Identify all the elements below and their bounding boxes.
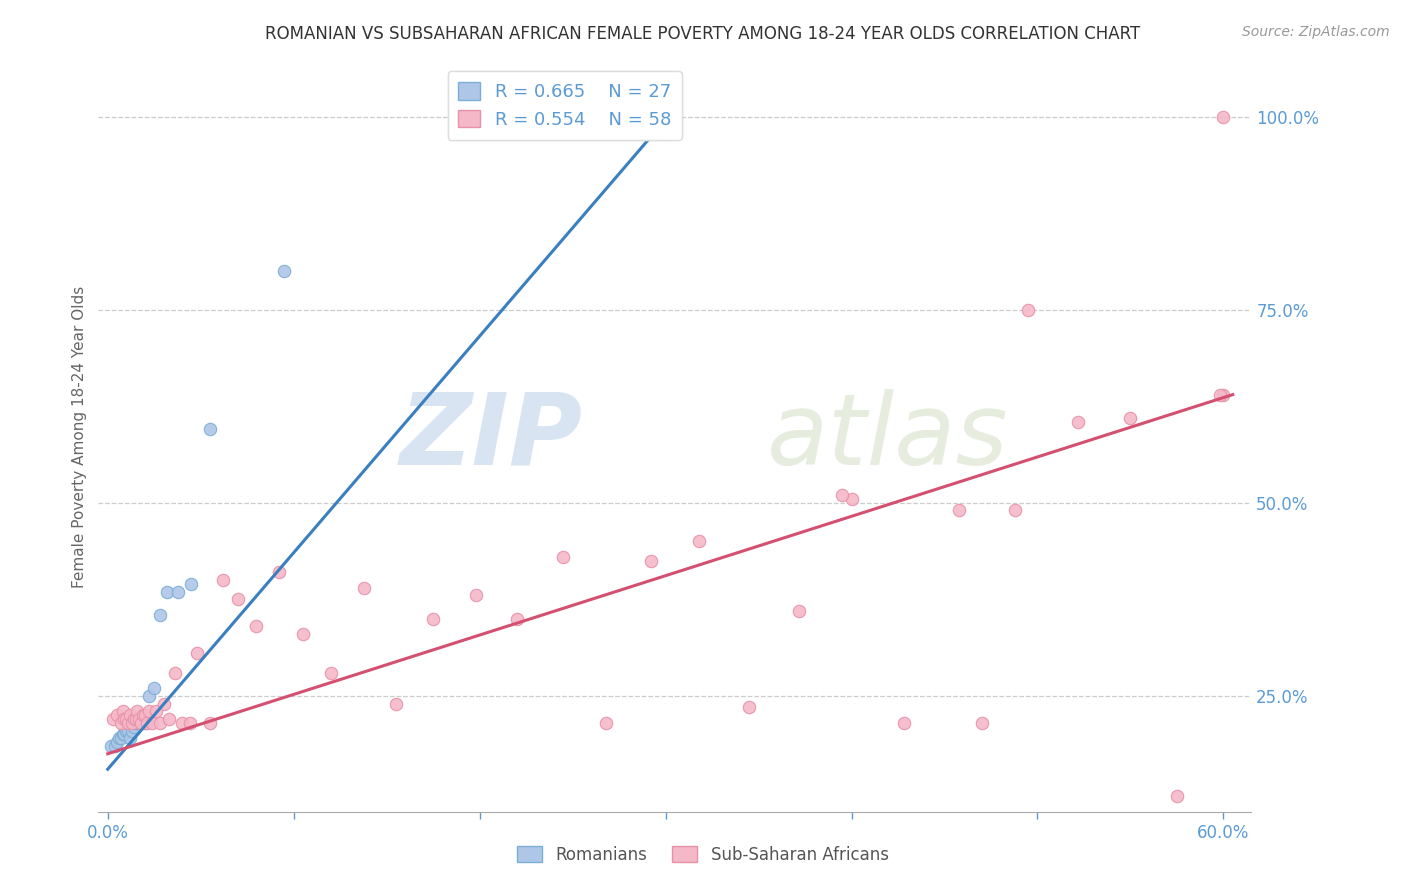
Point xyxy=(129,715,152,730)
Point xyxy=(134,708,156,723)
Point xyxy=(738,700,761,714)
Point xyxy=(422,612,444,626)
Y-axis label: Female Poverty Among 18-24 Year Olds: Female Poverty Among 18-24 Year Olds xyxy=(72,286,87,588)
Point xyxy=(831,488,853,502)
Point xyxy=(141,715,163,730)
Point xyxy=(115,712,138,726)
Point xyxy=(212,573,235,587)
Point xyxy=(1017,302,1039,317)
Point xyxy=(127,715,149,730)
Point xyxy=(688,534,710,549)
Point xyxy=(464,589,486,603)
Point xyxy=(122,720,145,734)
Point xyxy=(353,581,375,595)
Legend: Romanians, Sub-Saharan Africans: Romanians, Sub-Saharan Africans xyxy=(510,839,896,871)
Point xyxy=(319,665,342,680)
Point xyxy=(970,715,993,730)
Point xyxy=(135,715,157,730)
Point xyxy=(267,566,290,580)
Point xyxy=(226,592,249,607)
Point xyxy=(121,723,143,738)
Point xyxy=(595,715,617,730)
Point xyxy=(118,708,141,723)
Point xyxy=(100,739,122,753)
Point xyxy=(124,715,146,730)
Point xyxy=(114,712,136,726)
Point xyxy=(179,715,201,730)
Point xyxy=(841,491,863,506)
Point xyxy=(132,708,155,723)
Point xyxy=(134,715,156,730)
Point xyxy=(1166,789,1188,804)
Point xyxy=(121,715,143,730)
Point xyxy=(172,715,194,730)
Point xyxy=(138,704,160,718)
Point xyxy=(1119,410,1142,425)
Point xyxy=(127,704,149,718)
Point xyxy=(163,665,186,680)
Point xyxy=(110,715,132,730)
Point xyxy=(506,612,529,626)
Point xyxy=(1004,503,1026,517)
Point xyxy=(640,554,662,568)
Point xyxy=(129,712,152,726)
Point xyxy=(186,646,208,660)
Legend: R = 0.665    N = 27, R = 0.554    N = 58: R = 0.665 N = 27, R = 0.554 N = 58 xyxy=(447,71,682,140)
Point xyxy=(152,697,174,711)
Point xyxy=(103,712,125,726)
Point xyxy=(180,577,202,591)
Point xyxy=(128,712,150,726)
Text: Source: ZipAtlas.com: Source: ZipAtlas.com xyxy=(1241,25,1389,39)
Point xyxy=(104,739,127,753)
Point xyxy=(132,712,155,726)
Point xyxy=(645,121,668,136)
Point xyxy=(111,727,134,741)
Point xyxy=(110,731,132,746)
Point xyxy=(1067,415,1090,429)
Point xyxy=(1212,387,1234,401)
Point xyxy=(114,727,136,741)
Point xyxy=(245,619,267,633)
Point xyxy=(128,712,150,726)
Point xyxy=(948,503,970,517)
Point xyxy=(115,723,138,738)
Point xyxy=(1209,387,1232,401)
Point xyxy=(198,422,221,436)
Point xyxy=(198,715,221,730)
Point xyxy=(111,704,134,718)
Point xyxy=(143,681,166,695)
Point xyxy=(138,689,160,703)
Point xyxy=(385,697,408,711)
Point xyxy=(145,704,167,718)
Point xyxy=(149,607,172,622)
Point xyxy=(553,549,575,564)
Point xyxy=(149,715,172,730)
Point xyxy=(117,723,139,738)
Point xyxy=(156,584,179,599)
Point xyxy=(124,712,146,726)
Point xyxy=(118,731,141,746)
Point xyxy=(117,715,139,730)
Point xyxy=(105,708,128,723)
Point xyxy=(105,735,128,749)
Point xyxy=(167,584,190,599)
Point xyxy=(108,731,131,746)
Text: ZIP: ZIP xyxy=(399,389,582,485)
Point xyxy=(789,604,811,618)
Point xyxy=(893,715,915,730)
Point xyxy=(157,712,180,726)
Text: ROMANIAN VS SUBSAHARAN AFRICAN FEMALE POVERTY AMONG 18-24 YEAR OLDS CORRELATION : ROMANIAN VS SUBSAHARAN AFRICAN FEMALE PO… xyxy=(266,25,1140,43)
Point xyxy=(1212,110,1234,124)
Point xyxy=(122,712,145,726)
Text: atlas: atlas xyxy=(768,389,1008,485)
Point xyxy=(291,627,314,641)
Point xyxy=(273,264,295,278)
